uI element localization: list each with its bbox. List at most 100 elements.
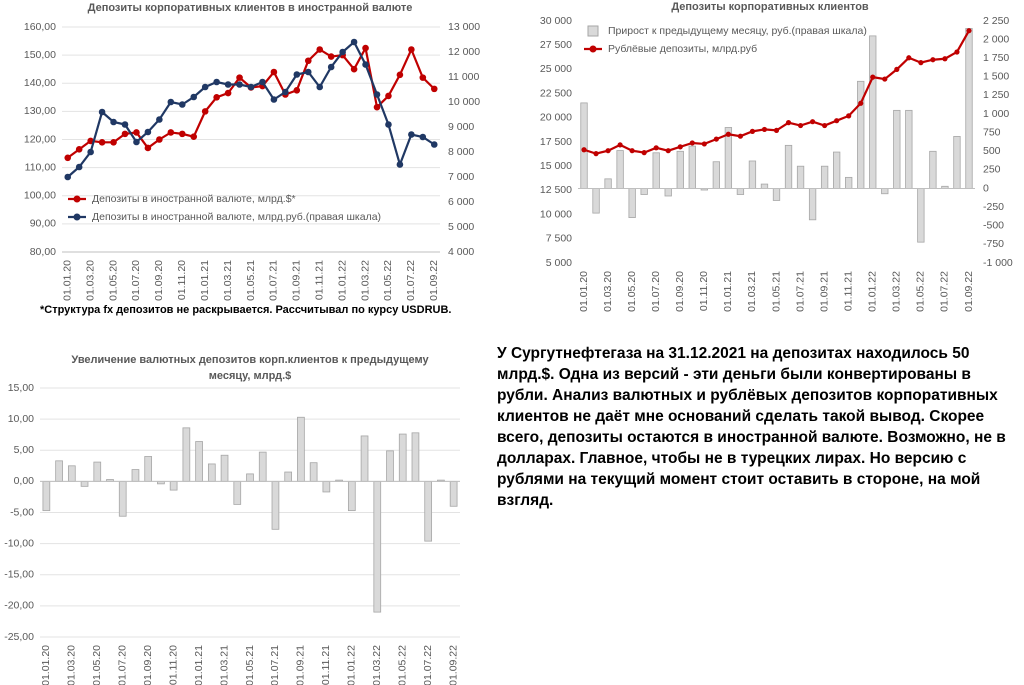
point [605, 148, 611, 154]
point [373, 91, 381, 98]
x-tick-label: 01.01.21 [193, 645, 205, 685]
point [133, 129, 140, 136]
x-tick-label: 01.07.20 [130, 260, 142, 301]
point [882, 76, 888, 82]
bar [905, 109, 913, 189]
bar [449, 480, 458, 507]
point [75, 146, 83, 153]
point [144, 144, 152, 152]
x-tick-label: 01.07.20 [117, 645, 129, 685]
point [930, 57, 936, 63]
x-tick-label: 01.05.20 [626, 271, 638, 312]
point [327, 53, 335, 60]
point [396, 161, 404, 168]
point [846, 113, 852, 119]
tick-label: 150,00 [24, 49, 56, 61]
tick-label: 20 000 [540, 112, 572, 124]
x-tick-label: 01.11.21 [314, 260, 326, 300]
point [224, 81, 232, 88]
point [350, 38, 358, 46]
x-tick-label: 01.09.20 [674, 271, 686, 312]
tick-label: 100,00 [24, 190, 56, 202]
legend-label: Рублёвые депозиты, млрд.руб [608, 43, 757, 55]
tick-label: 10 000 [448, 96, 480, 108]
bar [258, 451, 267, 482]
tick-label: 0 [983, 182, 989, 194]
legend-label: Депозиты в иностранной валюте, млрд.$* [92, 193, 296, 205]
x-tick-label: 01.09.22 [963, 271, 975, 312]
bar [845, 176, 853, 189]
point [785, 120, 792, 126]
x-tick-label: 01.09.20 [142, 645, 154, 685]
tick-label: -500 [983, 220, 1004, 232]
point [121, 130, 129, 138]
point [677, 144, 683, 150]
point [665, 148, 671, 154]
tick-label: 30 000 [540, 15, 572, 27]
point [178, 130, 186, 138]
point [236, 81, 243, 88]
point [725, 131, 731, 137]
tick-label: 500 [983, 145, 1001, 157]
x-tick-label: 01.05.21 [770, 271, 782, 312]
bar [195, 441, 203, 482]
x-tick-label: 01.09.20 [153, 260, 165, 301]
bar [118, 480, 127, 517]
tick-label: 10,00 [8, 413, 34, 425]
point [316, 83, 324, 91]
point [894, 66, 900, 72]
x-tick-label: 01.05.20 [91, 645, 103, 685]
legend-label: Депозиты в иностранной валюте, млрд.руб.… [92, 211, 381, 223]
point [247, 83, 255, 91]
x-tick-label: 01.01.22 [346, 645, 358, 685]
x-tick-label: 01.05.22 [382, 260, 394, 301]
bar [688, 145, 696, 189]
footnote: *Структура fx депозитов не раскрывается.… [40, 304, 452, 316]
point [201, 83, 209, 91]
tick-label: 110,00 [25, 161, 56, 173]
bar [965, 28, 973, 189]
bar [616, 150, 624, 189]
x-tick-label: 01.01.20 [62, 260, 74, 301]
point [593, 151, 599, 157]
bar [55, 460, 63, 482]
bar [169, 480, 178, 491]
point [581, 147, 587, 153]
bar [93, 461, 102, 482]
point [304, 57, 312, 65]
point [110, 118, 117, 126]
x-tick-label: 01.11.21 [842, 271, 854, 311]
point [282, 88, 289, 96]
point [339, 48, 346, 56]
point [201, 108, 209, 115]
tick-label: 6 000 [448, 196, 474, 208]
point [430, 85, 438, 93]
tick-label: -750 [983, 238, 1004, 250]
bar [760, 183, 769, 189]
x-tick-label: 01.11.21 [320, 645, 332, 685]
point [373, 103, 381, 111]
legend-label: Прирост к предыдущему месяцу, руб.(права… [608, 25, 867, 37]
point [350, 65, 358, 73]
tick-label: 2 250 [983, 15, 1009, 27]
point [641, 150, 647, 156]
point [749, 128, 756, 134]
tick-label: 90,00 [30, 218, 56, 230]
x-tick-label: 01.05.21 [244, 645, 256, 685]
tick-label: 2 000 [983, 33, 1009, 45]
point [121, 121, 129, 128]
x-tick-label: 01.09.21 [818, 271, 830, 312]
bar [796, 165, 805, 189]
point [419, 74, 427, 81]
point [190, 93, 198, 101]
bar [736, 188, 745, 195]
x-tick-label: 01.11.20 [176, 260, 188, 300]
x-tick-label: 01.03.21 [218, 645, 230, 685]
tick-label: 5 000 [546, 257, 572, 269]
point [918, 60, 924, 66]
bar [386, 450, 394, 482]
tick-label: 120,00 [24, 133, 56, 145]
tick-label: 1 500 [983, 71, 1009, 83]
bar [322, 480, 331, 493]
